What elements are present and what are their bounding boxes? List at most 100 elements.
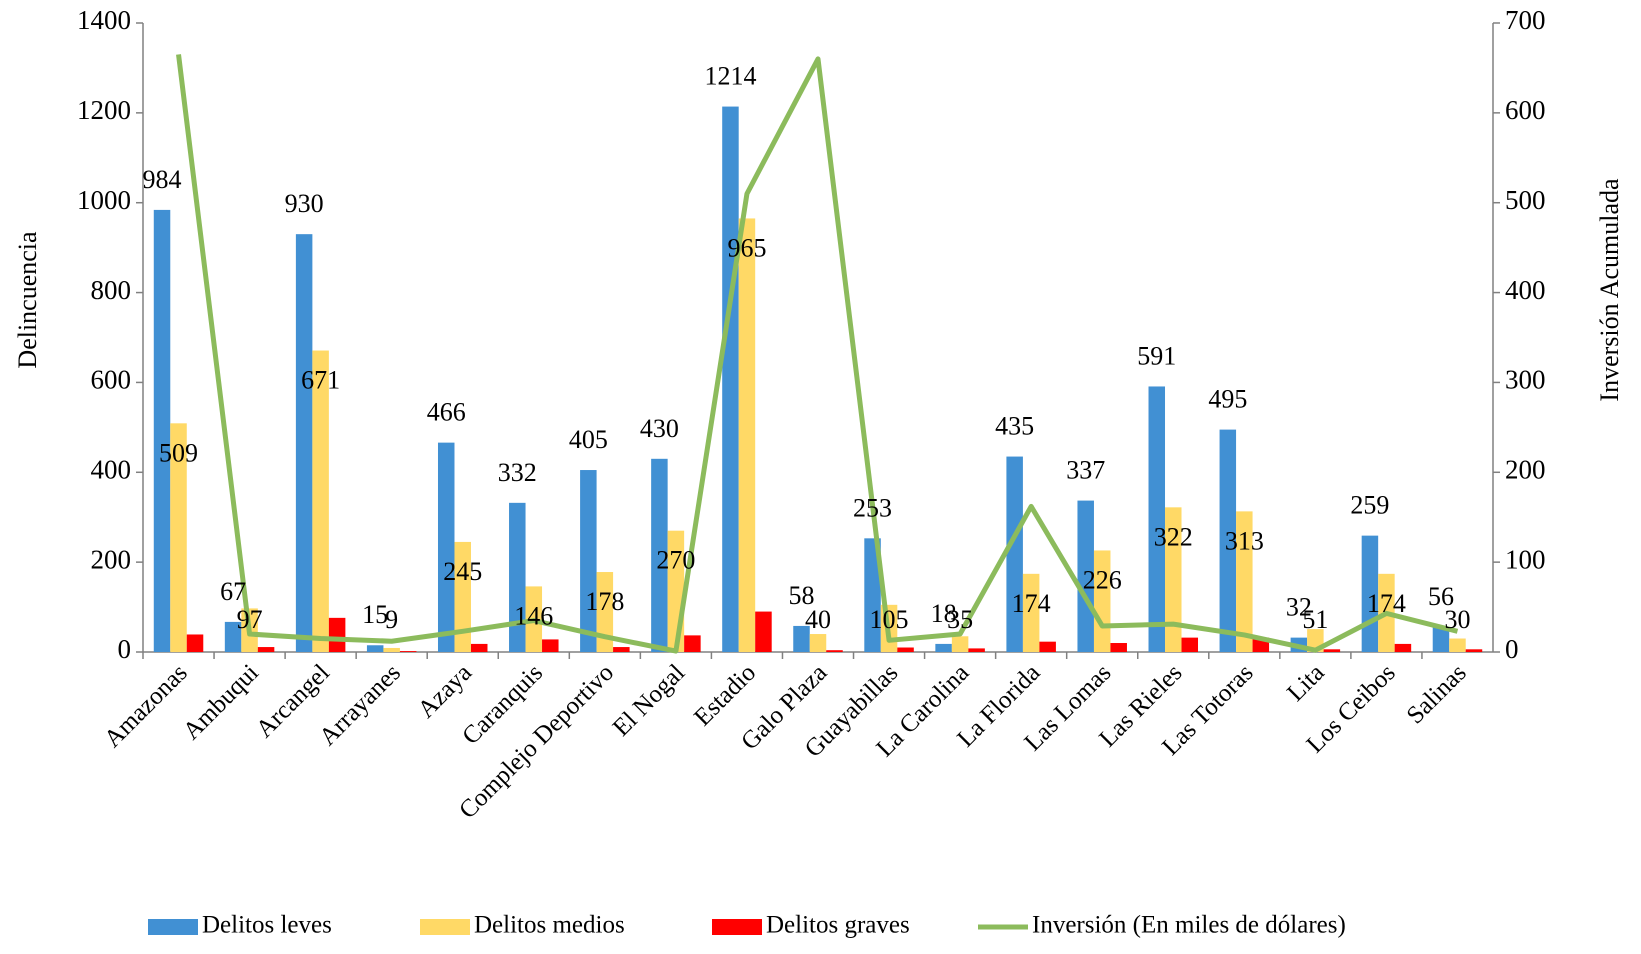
bar	[509, 502, 526, 652]
bar	[826, 650, 843, 652]
bar	[755, 611, 772, 652]
bar	[968, 648, 985, 652]
data-label: 405	[569, 425, 608, 454]
legend-label: Delitos medios	[474, 912, 625, 939]
y2-tick-label: 100	[1505, 544, 1546, 574]
data-label: 146	[514, 601, 553, 630]
bar	[1219, 429, 1237, 652]
bar	[1449, 638, 1466, 652]
legend-label: Inversión (En miles de dólares)	[1032, 912, 1346, 939]
y-tick-label: 0	[118, 634, 132, 664]
data-label: 18	[931, 599, 957, 628]
bar	[1077, 500, 1094, 652]
bar	[935, 643, 952, 652]
x-tick-label: Salinas	[1402, 659, 1472, 729]
data-label: 430	[640, 414, 679, 443]
bar	[1022, 573, 1040, 652]
bar	[951, 636, 969, 652]
y-tick-label: 600	[91, 365, 132, 395]
data-label: 178	[585, 587, 624, 616]
y2-tick-label: 200	[1505, 454, 1546, 484]
bar	[722, 106, 739, 653]
y2-tick-label: 700	[1505, 5, 1546, 35]
bar	[366, 645, 384, 652]
legend-swatch	[420, 919, 470, 935]
y-tick-label: 1200	[77, 95, 131, 125]
data-label: 67	[220, 577, 246, 606]
bar	[454, 541, 471, 652]
legend-label: Delitos leves	[202, 912, 332, 939]
bar	[1323, 649, 1341, 652]
bar	[1165, 507, 1182, 652]
bar	[1394, 643, 1412, 652]
data-label: 51	[1302, 605, 1328, 634]
x-tick-label: El Nogal	[608, 659, 690, 741]
bar	[312, 350, 329, 652]
data-label: 97	[237, 605, 263, 634]
bar	[257, 647, 275, 652]
y2-tick-label: 400	[1505, 275, 1546, 305]
bar	[1465, 649, 1483, 652]
y2-tick-label: 300	[1505, 365, 1546, 395]
bar	[1006, 456, 1023, 652]
x-tick-label: Amazonas	[99, 659, 193, 753]
data-label: 495	[1208, 385, 1247, 414]
data-label: 15	[362, 600, 388, 629]
legend-swatch	[712, 919, 762, 935]
data-label: 40	[805, 605, 831, 634]
bar	[399, 651, 417, 652]
y-tick-label: 800	[91, 275, 132, 305]
x-tick-label: Azaya	[413, 659, 477, 723]
legend-label: Delitos graves	[766, 912, 910, 939]
bar	[186, 634, 204, 652]
data-label: 322	[1154, 522, 1193, 551]
x-tick-label: Estadio	[689, 659, 761, 731]
bar	[1236, 511, 1253, 652]
bar	[295, 234, 313, 652]
data-label: 270	[656, 546, 695, 575]
y-axis-title: Delincuencia	[13, 231, 42, 369]
bar	[580, 470, 597, 652]
bar	[437, 442, 455, 652]
data-label: 105	[870, 605, 909, 634]
data-label: 35	[947, 605, 973, 634]
data-label: 591	[1137, 341, 1176, 370]
y2-tick-label: 0	[1505, 634, 1519, 664]
bar	[1110, 643, 1127, 652]
y-tick-label: 1400	[77, 5, 131, 35]
y2-tick-label: 500	[1505, 185, 1546, 215]
data-label: 466	[427, 398, 466, 427]
line	[176, 54, 1459, 654]
data-label: 226	[1083, 565, 1122, 594]
bar	[328, 617, 346, 652]
data-label: 32	[1286, 593, 1312, 622]
bar	[383, 647, 400, 652]
data-label: 259	[1350, 491, 1389, 520]
y-tick-label: 400	[91, 454, 132, 484]
bar	[542, 639, 559, 652]
data-label: 671	[301, 365, 340, 394]
data-label: 509	[159, 438, 198, 467]
bar	[153, 209, 171, 652]
bar	[793, 625, 810, 652]
data-label: 245	[443, 557, 482, 586]
x-tick-label: Lita	[1282, 659, 1330, 707]
data-label: 30	[1444, 605, 1470, 634]
data-label: 435	[995, 412, 1034, 441]
bar	[224, 621, 242, 652]
data-label: 984	[143, 165, 182, 194]
bar	[613, 647, 630, 652]
bar	[170, 423, 187, 652]
y2-tick-label: 600	[1505, 95, 1546, 125]
data-label: 313	[1225, 526, 1264, 555]
data-label: 337	[1066, 456, 1105, 485]
data-label: 253	[853, 493, 892, 522]
data-label: 1214	[704, 62, 756, 91]
bar	[1181, 637, 1199, 652]
data-label: 56	[1428, 582, 1454, 611]
bar	[1432, 626, 1450, 652]
bar	[864, 538, 881, 652]
data-label: 965	[727, 233, 766, 262]
data-label: 9	[385, 605, 398, 634]
bar	[684, 635, 701, 652]
